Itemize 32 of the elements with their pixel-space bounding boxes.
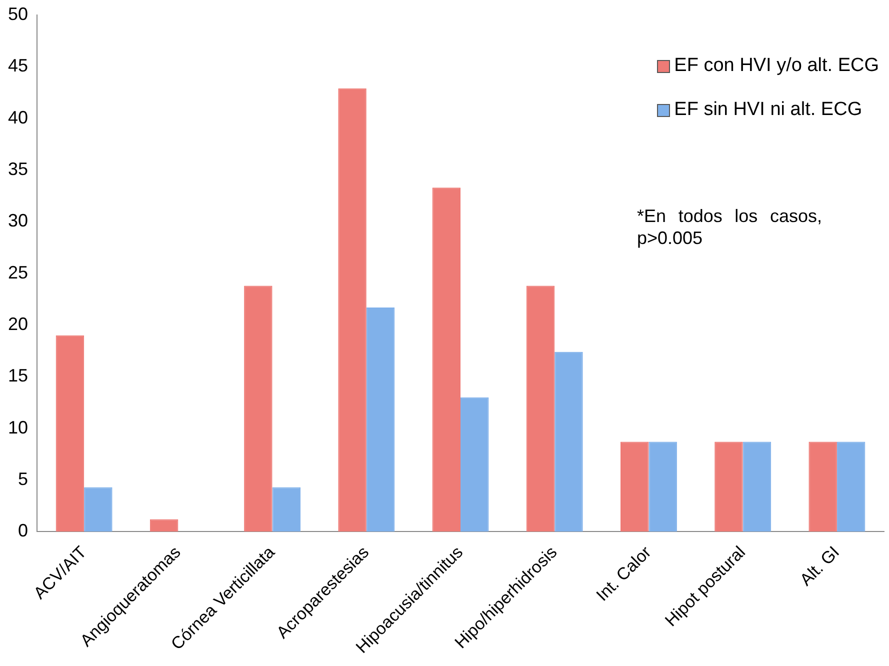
annotation: *En todos los casos, p>0.005 (637, 205, 822, 249)
y-tick-label: 35 (8, 158, 28, 179)
bar (836, 442, 866, 532)
bar (244, 286, 272, 532)
bar (150, 519, 178, 532)
y-tick-label: 10 (8, 417, 28, 438)
legend-label: EF sin HVI ni alt. ECG (674, 99, 862, 121)
bar (648, 442, 677, 532)
y-tick-label: 50 (8, 4, 28, 24)
bar (620, 442, 649, 532)
bar (554, 352, 583, 532)
bar (84, 487, 112, 532)
y-tick-label: 45 (8, 56, 28, 76)
bar (460, 397, 489, 532)
bar (338, 88, 366, 532)
y-tick-label: 40 (8, 107, 28, 128)
y-tick-label: 15 (8, 366, 28, 386)
y-tick-label: 20 (8, 314, 28, 334)
bar (272, 487, 301, 532)
bar (808, 442, 837, 532)
y-tick-label: 30 (8, 210, 28, 231)
legend-label: EF con HVI y/o alt. ECG (674, 55, 879, 77)
bar (432, 188, 461, 532)
x-tick-label: Alt. GI (796, 542, 844, 590)
bar (366, 307, 395, 532)
bar (742, 442, 772, 532)
y-tick-label: 0 (18, 520, 28, 541)
y-tick-label: 25 (8, 262, 28, 282)
bar (526, 286, 555, 532)
bar (714, 442, 743, 532)
bar (56, 335, 84, 532)
y-tick-label: 5 (18, 468, 28, 489)
